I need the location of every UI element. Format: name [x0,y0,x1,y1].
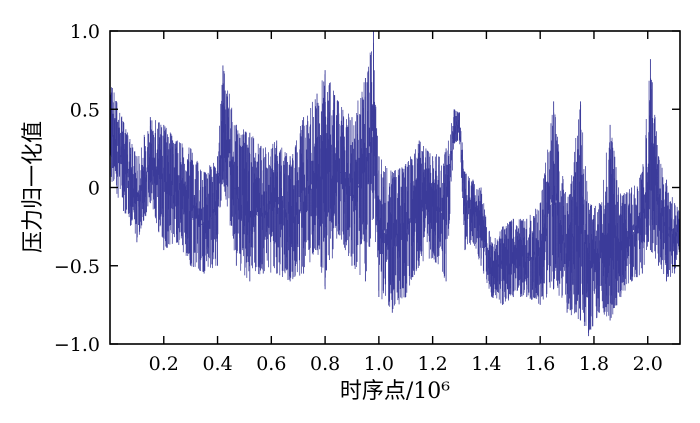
y-tick-label: −0.5 [54,256,100,278]
x-tick-label: 1.8 [579,353,609,375]
x-tick-label: 0.2 [149,353,179,375]
x-tick-label: 1.2 [418,353,448,375]
series-line [109,42,681,333]
x-tick-label: 1.4 [471,353,501,375]
x-tick-label: 0.8 [310,353,340,375]
y-tick-label: −1.0 [54,334,100,356]
ticks-layer: 0.2 0.4 0.6 0.8 1.0 1.2 1.4 1.6 1.8 2.0 1.0 0.5 0 −0.… [54,21,680,375]
x-tick-label: 1.6 [525,353,555,375]
x-axis-title: 时序点/10⁶ [340,379,450,404]
y-axis-title: 压力归一化值 [21,121,46,253]
x-tick-label: 1.0 [364,353,394,375]
y-tick-label: 0 [88,178,100,200]
series-layer [109,31,681,337]
x-tick-label: 2.0 [633,353,663,375]
x-tick-label: 0.6 [256,353,286,375]
x-tick-label: 0.4 [202,353,232,375]
y-tick-label: 0.5 [70,99,100,121]
y-tick-label: 1.0 [70,21,100,43]
